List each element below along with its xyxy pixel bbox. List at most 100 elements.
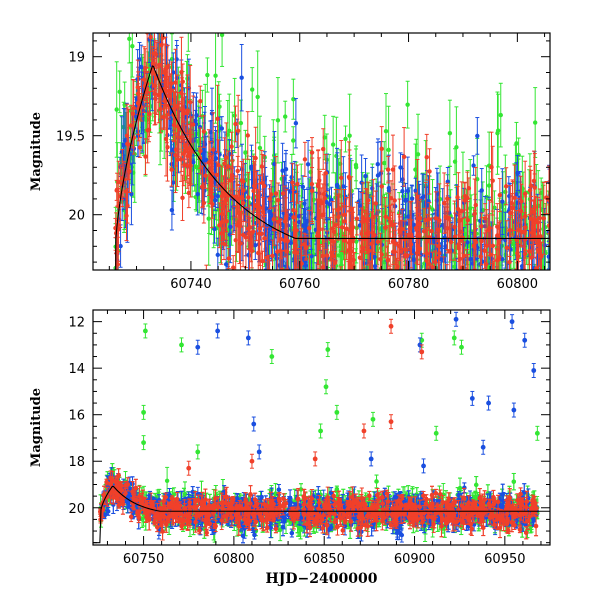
data-point [485,294,489,298]
data-point [164,103,169,108]
data-point [227,277,231,281]
data-point [205,72,210,78]
data-point [466,186,472,191]
data-point [373,326,377,330]
data-point [388,296,392,300]
data-point [157,62,162,68]
data-point [488,279,492,283]
data-point [324,199,329,205]
data-point [255,322,259,326]
data-point [532,120,538,125]
data-point [291,97,296,102]
data-point [284,249,290,254]
data-point [533,293,537,297]
data-point [150,25,154,29]
data-point [324,273,328,277]
data-point [531,178,537,184]
data-point [335,184,340,189]
data-point [274,294,278,298]
data-point [428,304,432,308]
data-point [195,191,200,197]
data-point [343,136,348,142]
data-point [280,168,285,173]
data-point [275,118,281,123]
data-point [448,239,454,245]
data-point [372,254,377,260]
data-point [231,265,236,270]
data-point [151,2,155,6]
data-point [365,271,369,275]
data-point [354,216,360,221]
data-point [118,243,123,249]
data-point [267,288,271,292]
data-point [314,296,318,300]
data-point [257,145,263,151]
data-point [333,222,339,228]
data-point [310,329,314,333]
data-point [191,159,196,165]
data-point [219,126,225,131]
data-point [486,273,490,277]
data-point [385,167,391,172]
data-point [415,152,421,157]
data-point [372,263,378,269]
data-point [392,198,397,203]
data-point [500,199,505,204]
data-point [536,247,541,252]
data-point [155,0,159,4]
data-point [504,272,508,276]
data-point [439,271,443,275]
data-point [124,213,129,218]
data-point [432,285,436,289]
data-point [385,296,389,300]
data-point [190,122,196,127]
data-point [215,193,220,199]
data-point [264,206,269,211]
data-point [243,150,248,155]
data-point [487,291,491,295]
data-point [519,263,525,269]
data-point [137,145,143,150]
data-point [482,216,488,221]
data-point [428,272,432,276]
data-point [444,310,448,314]
data-point [464,314,468,318]
data-point [405,102,410,107]
data-point [378,284,382,288]
data-point [327,202,332,207]
data-point [201,129,207,134]
data-point [483,285,487,289]
data-point [215,252,221,258]
data-point [292,317,296,321]
data-point [330,142,336,147]
data-point [279,272,283,276]
data-point [156,92,161,98]
data-point [267,278,271,282]
data-point [245,133,250,138]
data-point [542,287,546,291]
data-point [353,162,359,168]
data-point [180,195,185,201]
data-point [262,183,267,189]
data-point [305,162,311,167]
data-point [130,43,135,49]
data-point [139,64,144,70]
data-point [499,256,505,262]
data-point [405,272,409,276]
data-point [223,262,229,267]
data-point [321,146,326,152]
data-point [465,240,470,245]
data-point [334,278,338,282]
data-point [235,128,241,134]
data-point [437,281,441,285]
data-point [537,215,543,221]
data-point [403,221,408,226]
data-point [122,138,128,143]
data-point [465,217,471,223]
data-point [478,270,482,274]
data-point [468,256,473,262]
data-point [460,318,464,322]
data-point [166,93,171,99]
data-point [332,260,338,265]
data-point [250,229,256,234]
